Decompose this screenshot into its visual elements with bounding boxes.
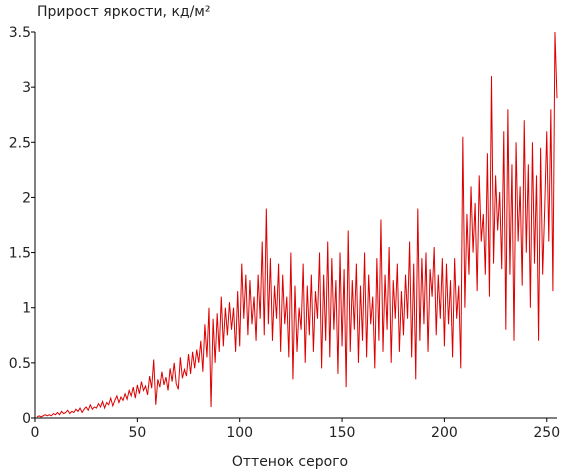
x-tick-label: 0 bbox=[31, 425, 40, 441]
x-tick-label: 50 bbox=[128, 425, 146, 441]
y-tick-label: 2 bbox=[22, 190, 31, 206]
y-tick-label: 1.5 bbox=[9, 246, 31, 262]
y-tick-label: 2.5 bbox=[9, 135, 31, 151]
x-axis-label: Оттенок серого bbox=[232, 454, 348, 470]
x-tick-label: 150 bbox=[329, 425, 356, 441]
data-line bbox=[36, 31, 558, 418]
chart-title: Прирост яркости, кд/м² bbox=[37, 4, 210, 20]
x-tick-label: 250 bbox=[533, 425, 560, 441]
y-tick-label: 3.5 bbox=[9, 25, 31, 41]
y-tick-label: 0.5 bbox=[9, 356, 31, 372]
y-tick-label: 3 bbox=[22, 80, 31, 96]
x-tick-label: 200 bbox=[431, 425, 458, 441]
x-tick-label: 100 bbox=[226, 425, 253, 441]
y-tick-label: 0 bbox=[22, 411, 31, 427]
y-tick-label: 1 bbox=[22, 301, 31, 317]
